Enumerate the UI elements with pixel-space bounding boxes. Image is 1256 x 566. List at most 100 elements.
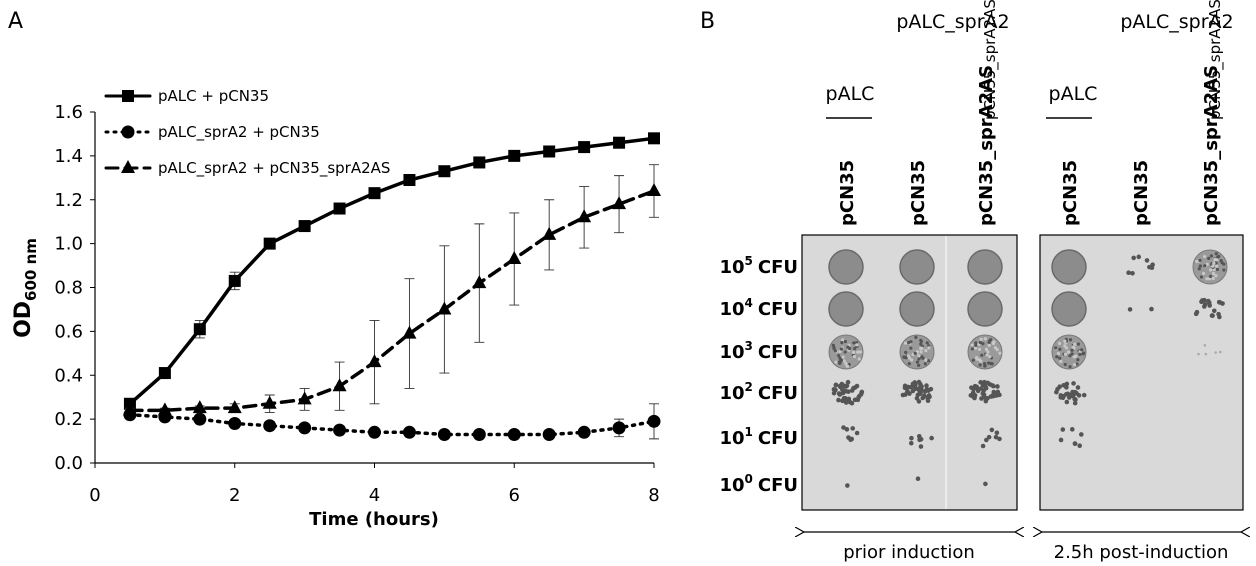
panel-label: A: [8, 9, 23, 34]
spot: [967, 291, 1003, 327]
colony: [970, 347, 974, 351]
colony: [985, 353, 989, 357]
colony: [985, 380, 991, 386]
colony: [1081, 392, 1087, 398]
colony: [1207, 303, 1212, 308]
series-line: [128, 136, 656, 406]
colony: [845, 364, 849, 368]
colony: [990, 362, 994, 366]
colony: [1068, 338, 1073, 342]
legend-label: pALC_sprA2 + pCN35: [158, 123, 320, 142]
colony: [1072, 355, 1076, 359]
colony: [1082, 351, 1086, 355]
colony: [1215, 264, 1219, 268]
marker: [472, 427, 486, 441]
row-label-exponent: 4: [745, 296, 753, 310]
y-tick-label: 0.0: [54, 453, 83, 474]
colony: [986, 434, 992, 440]
colony: [922, 389, 928, 394]
colony: [839, 358, 844, 362]
marker: [507, 250, 522, 264]
colony: [1209, 313, 1215, 318]
colony: [1198, 264, 1202, 268]
colony: [1195, 259, 1199, 263]
row-label: 104 CFU: [719, 296, 798, 320]
colony: [845, 379, 851, 385]
marker: [122, 402, 137, 416]
marker: [368, 425, 381, 439]
colony: [1073, 397, 1078, 402]
row-label-exponent: 5: [745, 254, 753, 268]
colony: [981, 342, 985, 346]
colony: [851, 350, 856, 355]
colony: [1057, 384, 1063, 389]
x-axis-label: Time (hours): [309, 509, 439, 530]
colony: [1070, 348, 1074, 352]
colony: [1063, 362, 1067, 367]
colony: [1054, 389, 1059, 395]
colony: [993, 434, 999, 440]
colony: [1075, 362, 1079, 366]
marker: [647, 182, 661, 196]
colony: [979, 337, 983, 341]
y-tick-label: 0.4: [54, 365, 83, 386]
colony: [1078, 352, 1082, 356]
marker: [542, 427, 556, 441]
colony: [927, 394, 932, 400]
marker: [473, 156, 486, 169]
marker: [122, 90, 134, 102]
colony: [1080, 348, 1084, 352]
colony: [1073, 342, 1077, 346]
colony: [907, 340, 911, 345]
colony: [1060, 395, 1066, 401]
colony: [1201, 271, 1206, 276]
row-label-unit: CFU: [758, 342, 798, 363]
marker: [578, 141, 591, 154]
marker: [647, 414, 661, 428]
colony: [1215, 267, 1219, 272]
colony: [997, 392, 1002, 398]
colony: [980, 443, 986, 449]
colony: [1205, 262, 1209, 266]
colony: [852, 341, 856, 345]
colony: [968, 393, 974, 398]
colony: [1060, 427, 1066, 432]
colony: [856, 395, 861, 400]
colony: [1055, 355, 1059, 359]
marker: [612, 421, 626, 435]
colony: [844, 361, 848, 366]
marker: [228, 274, 241, 287]
colony: [1075, 385, 1081, 390]
colony: [834, 360, 838, 364]
colony: [915, 350, 920, 354]
row-label: 102 CFU: [719, 380, 798, 404]
colony: [920, 346, 924, 350]
colony: [1072, 346, 1076, 350]
colony: [1199, 275, 1204, 279]
marker: [157, 402, 172, 416]
colony: [970, 343, 974, 347]
marker: [577, 209, 592, 223]
y-tick-label: 1.4: [54, 146, 83, 167]
colony: [1193, 311, 1199, 317]
colony: [1063, 352, 1068, 356]
y-tick-label: 1.6: [54, 102, 83, 123]
colony: [1197, 352, 1200, 356]
colony: [995, 384, 1000, 389]
colony: [1218, 350, 1222, 354]
colony: [906, 354, 910, 358]
row-label-unit: CFU: [758, 428, 798, 449]
colony: [1206, 298, 1211, 304]
colony: [1076, 342, 1081, 346]
colony: [1076, 358, 1080, 362]
spot: [899, 291, 935, 327]
colony: [1058, 356, 1062, 360]
colony: [856, 350, 860, 354]
colony: [855, 343, 859, 347]
colony: [1208, 274, 1213, 279]
colony: [911, 382, 917, 387]
colony: [916, 379, 922, 385]
left-header: pALC: [1049, 83, 1098, 105]
marker: [192, 400, 207, 414]
